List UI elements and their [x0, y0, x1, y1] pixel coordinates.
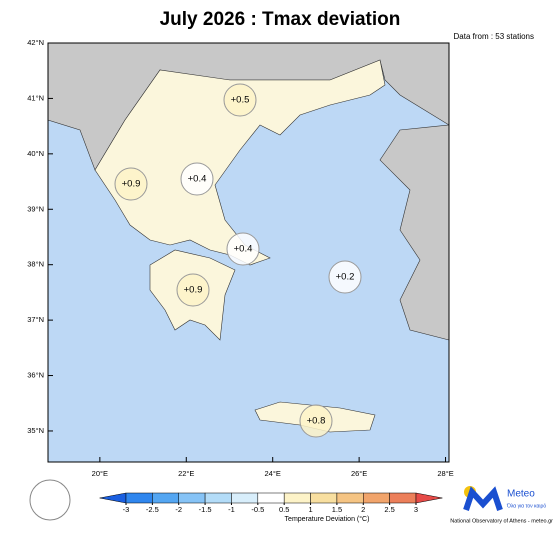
lat-label: 40°N	[27, 149, 44, 158]
region-bubble	[328, 260, 362, 294]
colorbar-box	[310, 492, 338, 504]
lat-label: 41°N	[27, 93, 44, 102]
colorbar-box	[257, 492, 285, 504]
region-bubble	[114, 167, 148, 201]
colorbar-box	[389, 492, 417, 504]
lon-label: 20°E	[92, 469, 108, 478]
colorbar-label: 0.5	[279, 505, 289, 514]
lat-label: 35°N	[27, 426, 44, 435]
map-frame	[47, 42, 450, 463]
brand: Meteo	[507, 489, 535, 500]
region-bubble	[176, 273, 210, 307]
lon-label: 28°E	[437, 469, 453, 478]
lat-label: 42°N	[27, 38, 44, 47]
colorbar-label: -2	[175, 505, 182, 514]
colorbar-label: 1	[308, 505, 312, 514]
region-label: +0.4	[234, 244, 253, 255]
colorbar-box	[152, 492, 179, 504]
region-bubble	[180, 162, 214, 196]
colorbar-box	[283, 492, 311, 504]
mainland	[94, 59, 386, 266]
logo-m	[463, 486, 503, 511]
region-label: +0.8	[307, 416, 326, 427]
colorbar-title: Temperature Deviation (°C)	[285, 515, 370, 523]
slogan: Όλα για τον καιρό	[506, 502, 546, 509]
region-label: +0.4	[188, 174, 207, 185]
colorbar-label: -1.5	[199, 505, 212, 514]
neighbor-land	[379, 124, 450, 341]
lat-label: 36°N	[27, 371, 44, 380]
lat-label: 37°N	[27, 315, 44, 324]
title: July 2026 : Tmax deviation	[160, 9, 401, 30]
colorbar-label: -2.5	[146, 505, 159, 514]
region-label: +0.5	[231, 95, 250, 106]
lon-label: 22°E	[178, 469, 194, 478]
colorbar-arrow	[415, 492, 443, 504]
colorbar-box	[178, 492, 206, 504]
colorbar-box	[125, 492, 153, 504]
region-label: +0.9	[122, 179, 141, 190]
region-bubble	[299, 404, 333, 438]
colorbar-label: -0.5	[251, 505, 264, 514]
noa-seal	[29, 479, 71, 521]
lat-label: 39°N	[27, 204, 44, 213]
colorbar-label: 2.5	[384, 505, 394, 514]
colorbar-label: 1.5	[332, 505, 342, 514]
lon-label: 26°E	[351, 469, 367, 478]
colorbar-box	[204, 492, 232, 504]
lat-label: 38°N	[27, 260, 44, 269]
credit: National Observatory of Athens - meteo.g…	[450, 518, 553, 524]
land	[47, 42, 450, 433]
region-label: +0.2	[336, 272, 355, 283]
colorbar-box	[336, 492, 364, 504]
lon-label: 24°E	[265, 469, 281, 478]
colorbar-box	[363, 492, 390, 504]
colorbar-label: 3	[414, 505, 418, 514]
colorbar-label: -3	[123, 505, 130, 514]
colorbar-label: -1	[228, 505, 235, 514]
source-note: Data from : 53 stations	[454, 32, 534, 41]
colorbar-box	[231, 492, 259, 504]
region-bubble	[226, 232, 260, 266]
colorbar-arrow	[99, 492, 127, 504]
region-bubble	[223, 83, 257, 117]
region-label: +0.9	[184, 285, 203, 296]
colorbar-label: 2	[361, 505, 365, 514]
